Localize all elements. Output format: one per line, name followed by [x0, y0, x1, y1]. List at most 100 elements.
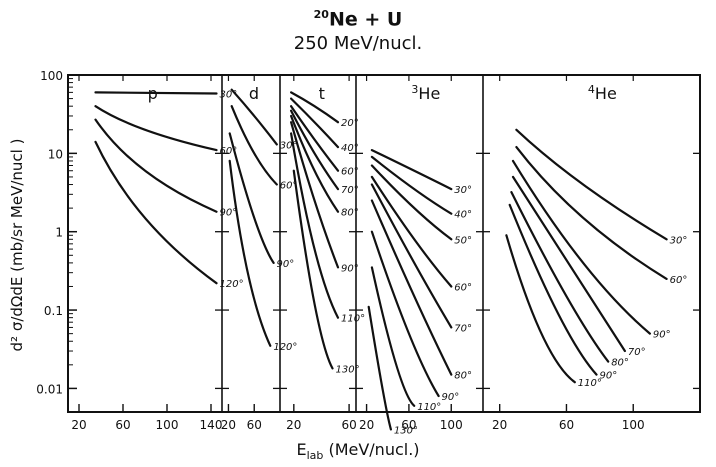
- series-line: [370, 155, 453, 215]
- series-angle-label: 30°: [454, 185, 472, 196]
- x-tick-label: 60: [115, 418, 130, 432]
- series-line: [290, 121, 340, 269]
- chart-title: 20Ne + U: [0, 8, 716, 30]
- x-axis-label-main: E: [296, 440, 307, 459]
- series-line: [370, 149, 453, 191]
- title-reaction: Ne + U: [328, 8, 403, 31]
- series-angle-label: 70°: [454, 323, 472, 334]
- x-axis-label: Elab (MeV/nucl.): [0, 440, 716, 462]
- series-line: [511, 175, 626, 353]
- series-angle-label: 40°: [341, 143, 359, 154]
- series-angle-label: 30°: [670, 235, 688, 246]
- particle-mass-number: 4: [588, 83, 595, 96]
- series-line: [94, 118, 218, 213]
- series-angle-label: 110°: [578, 378, 602, 389]
- particle-mass-number: 3: [411, 83, 418, 96]
- series-line: [290, 97, 340, 149]
- series-angle-label: 80°: [611, 358, 629, 369]
- series-line: [290, 109, 340, 191]
- series-angle-label: 40°: [454, 210, 472, 221]
- x-tick-label: 60: [559, 418, 574, 432]
- series-angle-label: 90°: [341, 263, 359, 274]
- series-angle-label: 60°: [220, 146, 238, 157]
- particle-symbol: He: [418, 84, 440, 103]
- series-line: [370, 164, 453, 241]
- series-angle-label: 70°: [628, 347, 646, 358]
- x-tick-label: 100: [156, 418, 179, 432]
- series-angle-label: 120°: [273, 342, 297, 353]
- x-tick-label: 60: [341, 418, 356, 432]
- series-line: [370, 183, 453, 329]
- y-tick-label: 1: [55, 226, 63, 240]
- x-tick-label: 60: [247, 418, 262, 432]
- series-line: [505, 234, 576, 384]
- x-tick-label: 20: [286, 418, 301, 432]
- series-line: [370, 230, 440, 398]
- series-line: [290, 132, 340, 319]
- panel-particle-label: 3He: [411, 83, 440, 103]
- series-angle-label: 110°: [341, 314, 365, 325]
- particle-symbol: He: [595, 84, 617, 103]
- series-angle-label: 130°: [336, 364, 360, 375]
- series-line: [230, 88, 278, 146]
- series-angle-label: 60°: [341, 167, 359, 178]
- series-angle-label: 90°: [442, 392, 460, 403]
- series-angle-label: 90°: [600, 371, 618, 382]
- series-angle-label: 60°: [670, 275, 688, 286]
- x-axis-label-unit: (MeV/nucl.): [328, 440, 420, 459]
- series-angle-label: 120°: [220, 279, 244, 290]
- series-line: [290, 105, 340, 172]
- series-line: [367, 305, 392, 431]
- series-angle-label: 90°: [277, 259, 295, 270]
- series-line: [515, 146, 668, 280]
- series-line: [511, 159, 651, 335]
- y-tick-label: 0.1: [44, 304, 63, 318]
- series-line: [370, 266, 416, 407]
- series-line: [94, 140, 218, 285]
- series-line: [94, 105, 218, 152]
- series-line: [292, 169, 334, 370]
- y-tick-label: 0.01: [36, 382, 63, 396]
- x-tick-label: 100: [622, 418, 645, 432]
- y-tick-label: 100: [40, 69, 63, 83]
- series-line: [228, 132, 275, 264]
- title-mass-number: 20: [313, 8, 329, 21]
- series-angle-label: 50°: [454, 235, 472, 246]
- series-angle-label: 60°: [280, 181, 298, 192]
- x-tick-label: 140: [200, 418, 223, 432]
- series-line: [370, 199, 453, 376]
- series-angle-label: 20°: [341, 118, 359, 129]
- series-angle-label: 70°: [341, 185, 359, 196]
- panel-particle-label: t: [319, 84, 325, 103]
- series-angle-label: 110°: [417, 402, 441, 413]
- y-tick-label: 10: [48, 147, 63, 161]
- x-axis-label-sub: lab: [306, 449, 324, 463]
- series-angle-label: 30°: [220, 90, 238, 101]
- x-tick-label: 20: [221, 418, 236, 432]
- series-line: [515, 128, 668, 241]
- series-angle-label: 80°: [454, 371, 472, 382]
- series-angle-label: 130°: [394, 425, 418, 436]
- series-line: [290, 91, 340, 124]
- panel-particle-label: 4He: [588, 83, 617, 103]
- series-line: [230, 105, 278, 186]
- x-tick-label: 20: [71, 418, 86, 432]
- series-line: [290, 114, 340, 213]
- series-line: [228, 159, 272, 347]
- series-angle-label: 90°: [220, 208, 238, 219]
- series-angle-label: 30°: [280, 140, 298, 151]
- series-angle-label: 60°: [454, 282, 472, 293]
- x-tick-label: 60: [401, 418, 416, 432]
- series-line: [510, 191, 610, 363]
- plot-frame: [67, 74, 701, 413]
- x-tick-label: 20: [492, 418, 507, 432]
- panel-particle-label: d: [249, 84, 259, 103]
- series-angle-label: 80°: [341, 208, 359, 219]
- series-line: [94, 91, 218, 95]
- x-tick-label: 100: [440, 418, 463, 432]
- chart-subtitle: 250 MeV/nucl.: [293, 33, 423, 54]
- series-line: [508, 203, 598, 376]
- series-angle-label: 90°: [653, 330, 671, 341]
- series-line: [370, 175, 453, 288]
